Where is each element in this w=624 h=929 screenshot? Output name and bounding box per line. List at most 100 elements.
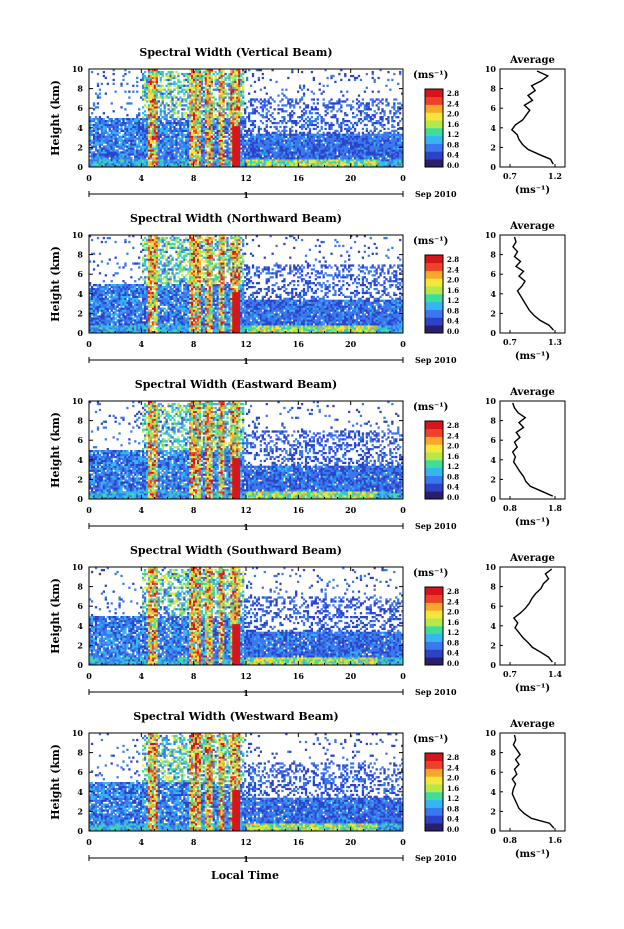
heatmap-cell xyxy=(156,136,158,138)
heatmap-cell xyxy=(338,108,340,110)
heatmap-cell xyxy=(254,151,256,153)
heatmap-cell xyxy=(285,151,287,153)
heatmap-cell xyxy=(130,126,132,128)
heatmap-cell xyxy=(346,140,348,142)
heatmap-cell xyxy=(360,104,362,106)
heatmap-cell xyxy=(103,147,105,149)
heatmap-cell xyxy=(211,83,213,85)
heatmap-cell xyxy=(385,140,387,142)
heatmap-cell xyxy=(277,108,279,110)
heatmap-cell xyxy=(128,124,130,126)
heatmap-cell xyxy=(160,122,162,124)
heatmap-cell xyxy=(189,79,191,81)
heatmap-cell xyxy=(397,149,399,151)
heatmap-cell xyxy=(273,157,275,159)
heatmap-cell xyxy=(348,134,350,136)
heatmap-cell xyxy=(197,149,199,151)
heatmap-cell xyxy=(201,138,203,140)
heatmap-cell xyxy=(111,159,113,161)
heatmap-cell xyxy=(124,161,126,163)
heatmap-cell xyxy=(228,124,230,126)
heatmap-cell xyxy=(234,100,236,102)
heatmap-cell xyxy=(179,140,181,142)
heatmap-cell xyxy=(289,114,291,116)
heatmap-cell xyxy=(293,145,295,147)
heatmap-cell xyxy=(199,94,201,96)
heatmap-cell xyxy=(144,77,146,79)
heatmap-cell xyxy=(358,75,360,77)
heatmap-cell xyxy=(385,157,387,159)
heatmap-cell xyxy=(321,161,323,163)
heatmap-cell xyxy=(287,98,289,100)
heatmap-cell xyxy=(236,83,238,85)
heatmap-cell xyxy=(101,128,103,130)
heatmap-cell xyxy=(283,104,285,106)
heatmap-cell xyxy=(97,311,99,313)
heatmap-cell xyxy=(150,114,152,116)
heatmap-cell xyxy=(207,159,209,161)
heatmap-cell xyxy=(230,159,232,161)
heatmap-cell xyxy=(95,317,97,319)
heatmap-cell xyxy=(387,136,389,138)
heatmap-cell xyxy=(393,159,395,161)
heatmap-cell xyxy=(226,122,228,124)
heatmap-cell xyxy=(358,138,360,140)
heatmap-cell xyxy=(175,100,177,102)
heatmap-cell xyxy=(91,321,93,323)
heatmap-cell xyxy=(305,110,307,112)
heatmap-cell xyxy=(197,151,199,153)
heatmap-cell xyxy=(156,145,158,147)
heatmap-cell xyxy=(183,161,185,163)
heatmap-cell xyxy=(376,98,378,100)
heatmap-cell xyxy=(181,124,183,126)
heatmap-cell xyxy=(101,143,103,145)
heatmap-cell xyxy=(199,75,201,77)
heatmap-cell xyxy=(124,163,126,165)
heatmap-cell xyxy=(195,102,197,104)
heatmap-cell xyxy=(285,134,287,136)
heatmap-cell xyxy=(328,136,330,138)
heatmap-cell xyxy=(273,140,275,142)
heatmap-cell xyxy=(189,91,191,93)
heatmap-cell xyxy=(154,98,156,100)
heatmap-cell xyxy=(258,159,260,161)
heatmap-cell xyxy=(262,136,264,138)
heatmap-cell xyxy=(397,124,399,126)
heatmap-cell xyxy=(160,130,162,132)
heatmap-cell xyxy=(244,153,246,155)
heatmap-cell xyxy=(146,155,148,157)
heatmap-cell xyxy=(252,136,254,138)
heatmap-cell xyxy=(99,155,101,157)
heatmap-cell xyxy=(268,157,270,159)
heatmap-cell xyxy=(232,155,234,157)
heatmap-cell xyxy=(381,98,383,100)
heatmap-cell xyxy=(234,155,236,157)
heatmap-cell xyxy=(393,147,395,149)
heatmap-cell xyxy=(118,161,120,163)
heatmap-cell xyxy=(260,134,262,136)
heatmap-cell xyxy=(168,77,170,79)
heatmap-cell xyxy=(332,161,334,163)
heatmap-cell xyxy=(197,147,199,149)
heatmap-cell xyxy=(152,138,154,140)
heatmap-cell xyxy=(156,130,158,132)
heatmap-cell xyxy=(154,71,156,73)
heatmap-cell xyxy=(187,155,189,157)
heatmap-cell xyxy=(97,319,99,321)
heatmap-cell xyxy=(344,149,346,151)
heatmap-cell xyxy=(232,120,234,122)
heatmap-cell xyxy=(185,128,187,130)
heatmap-cell xyxy=(264,147,266,149)
heatmap-cell xyxy=(319,155,321,157)
heatmap-cell xyxy=(258,77,260,79)
heatmap-cell xyxy=(195,155,197,157)
heatmap-cell xyxy=(238,81,240,83)
heatmap-cell xyxy=(187,102,189,104)
heatmap-cell xyxy=(93,155,95,157)
heatmap-cell xyxy=(132,126,134,128)
heatmap-cell xyxy=(193,130,195,132)
heatmap-cell xyxy=(158,106,160,108)
heatmap-cell xyxy=(383,136,385,138)
heatmap-cell xyxy=(91,112,93,114)
heatmap-cell xyxy=(152,73,154,75)
